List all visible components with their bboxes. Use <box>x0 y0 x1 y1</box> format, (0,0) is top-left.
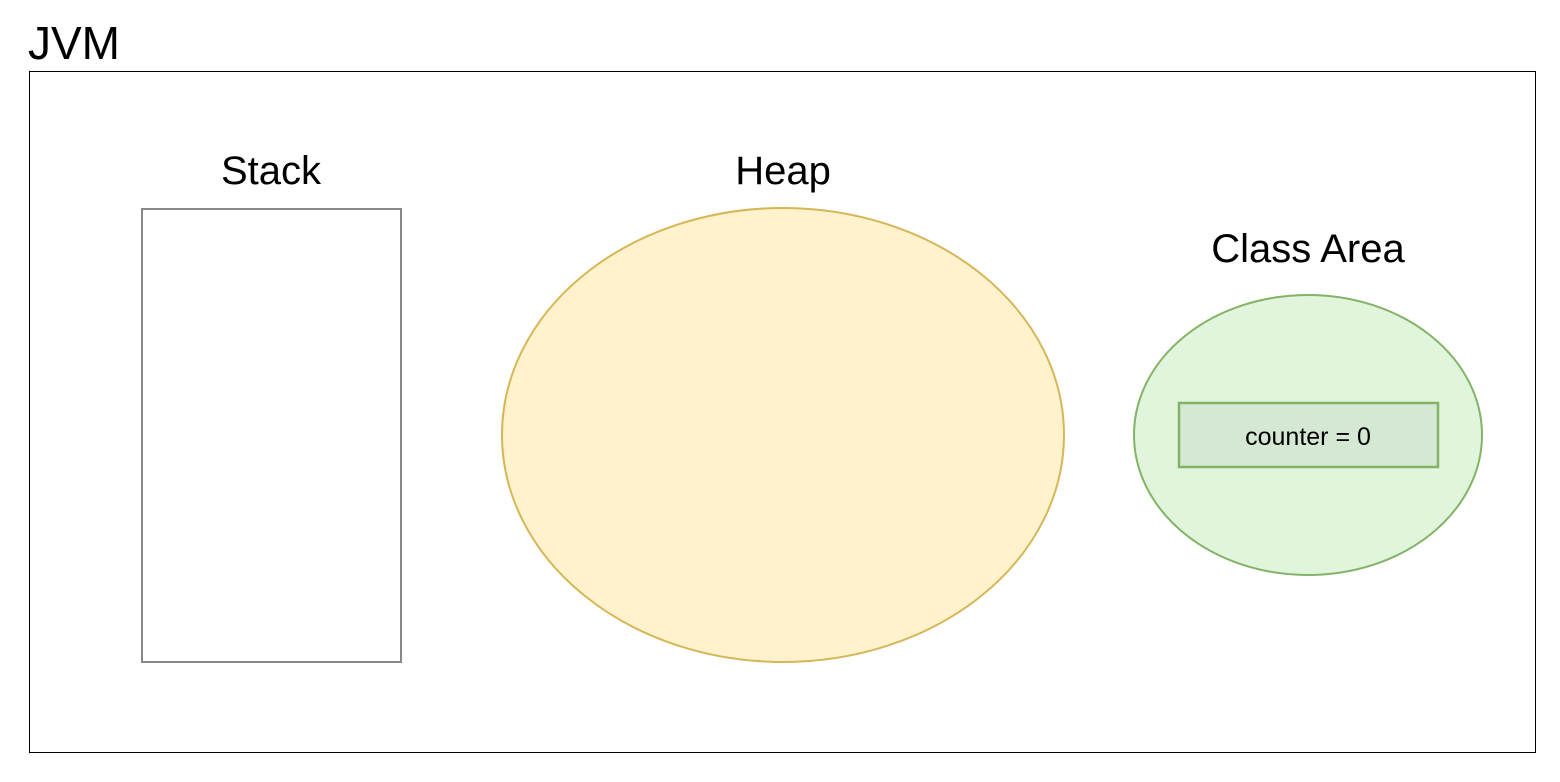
stack-box <box>141 208 402 663</box>
heap-label: Heap <box>735 149 831 193</box>
stack-label: Stack <box>221 149 322 193</box>
class-area-label: Class Area <box>1211 227 1405 271</box>
jvm-title: JVM <box>28 17 120 69</box>
heap-ellipse <box>501 207 1065 663</box>
counter-variable-label: counter = 0 <box>1245 423 1371 451</box>
counter-variable-box <box>1177 401 1440 469</box>
